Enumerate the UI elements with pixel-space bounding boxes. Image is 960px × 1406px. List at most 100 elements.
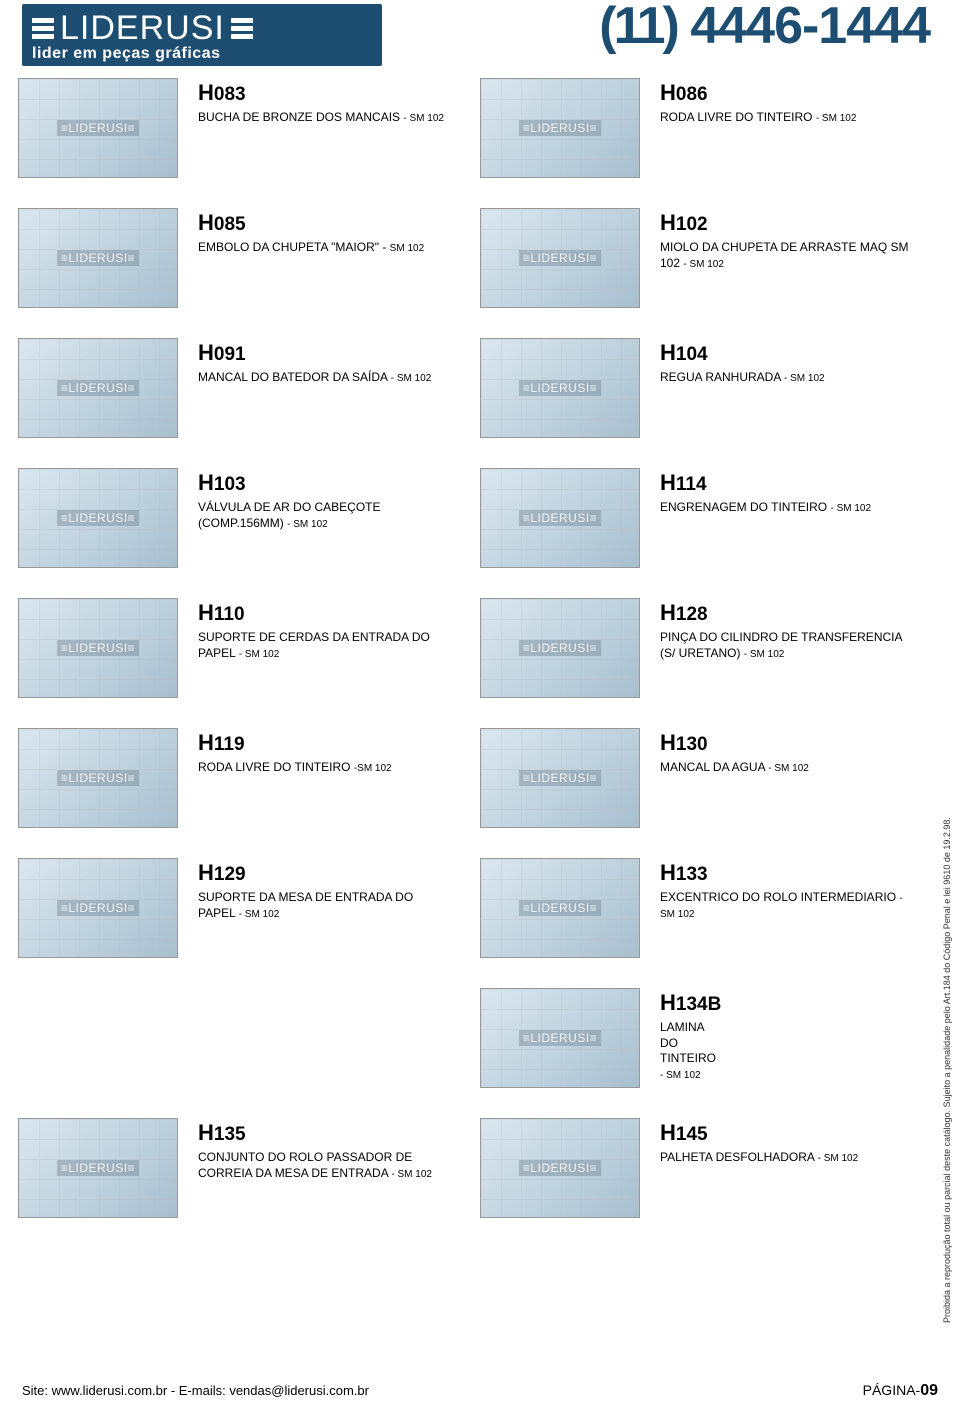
catalog-cell: ≡LIDERUSI≡ H110SUPORTE DE CERDAS DA ENTRA… [18,598,480,698]
catalog-row: ≡LIDERUSI≡H135CONJUNTO DO ROLO PASSADOR … [18,1118,942,1238]
catalog-cell: ≡LIDERUSI≡ H134BLAMINA DO TINTEIRO - SM 1… [480,988,721,1088]
brand-logo: LIDERUSI lider em peças gráficas [22,4,382,66]
watermark-text: ≡LIDERUSI≡ [57,1160,139,1176]
watermark-text: ≡LIDERUSI≡ [57,770,139,786]
product-code: H086 [660,80,856,106]
product-description: BUCHA DE BRONZE DOS MANCAIS - SM 102 [198,110,444,126]
catalog-row: ≡LIDERUSI≡ H091MANCAL DO BATEDOR DA SAÍDA… [18,338,942,458]
watermark-text: ≡LIDERUSI≡ [519,250,601,266]
catalog-cell: ≡LIDERUSI≡ H133 EXCENTRICO DO ROLO INTERME… [480,858,942,958]
product-thumbnail: ≡LIDERUSI≡ [480,338,640,438]
product-thumbnail: ≡LIDERUSI≡ [480,988,640,1088]
catalog-row: ≡LIDERUSI≡H129SUPORTE DA MESA DE ENTRADA… [18,858,942,978]
product-thumbnail: ≡LIDERUSI≡ [480,468,640,568]
watermark-text: ≡LIDERUSI≡ [519,900,601,916]
product-code: H110 [198,600,448,626]
logo-bars-icon [32,18,54,39]
product-info: H134BLAMINA DO TINTEIRO - SM 102 [640,988,721,1082]
copyright-notice: Proibida a reprodução total ou parcial d… [942,810,956,1330]
watermark-text: ≡LIDERUSI≡ [519,380,601,396]
watermark-text: ≡LIDERUSI≡ [519,770,601,786]
catalog-cell: ≡LIDERUSI≡ H145 PALHETA DESFOLHADORA - SM … [480,1118,942,1218]
product-code: H128 [660,600,910,626]
product-description: MANCAL DO BATEDOR DA SAÍDA - SM 102 [198,370,431,386]
catalog-cell: ≡LIDERUSI≡ H102MIOLO DA CHUPETA DE ARRAST… [480,208,942,308]
catalog-row: ≡LIDERUSI≡ H110SUPORTE DE CERDAS DA ENTRA… [18,598,942,718]
product-thumbnail: ≡LIDERUSI≡ [18,1118,178,1218]
product-code: H104 [660,340,825,366]
catalog-cell: ≡LIDERUSI≡ H119 RODA LIVRE DO TINTEIRO -SM… [18,728,480,828]
watermark-text: ≡LIDERUSI≡ [57,640,139,656]
watermark-text: ≡LIDERUSI≡ [57,250,139,266]
product-info: H102MIOLO DA CHUPETA DE ARRASTE MAQ SM 1… [640,208,910,271]
product-info: H129SUPORTE DA MESA DE ENTRADA DO PAPEL … [178,858,448,921]
product-description: PALHETA DESFOLHADORA - SM 102 [660,1150,858,1166]
product-info: H114ENGRENAGEM DO TINTEIRO - SM 102 [640,468,871,516]
product-thumbnail: ≡LIDERUSI≡ [480,208,640,308]
product-thumbnail: ≡LIDERUSI≡ [18,728,178,828]
catalog-row: ≡LIDERUSI≡ H085EMBOLO DA CHUPETA "MAIOR" … [18,208,942,328]
product-info: H130MANCAL DA AGUA - SM 102 [640,728,809,776]
product-description: PINÇA DO CILINDRO DE TRANSFERENCIA (S/ U… [660,630,910,661]
product-thumbnail: ≡LIDERUSI≡ [480,858,640,958]
catalog-row: ≡LIDERUSI≡ H103VÁLVULA DE AR DO CABEÇOTE … [18,468,942,588]
watermark-text: ≡LIDERUSI≡ [519,1030,601,1046]
catalog-cell: ≡LIDERUSI≡H129SUPORTE DA MESA DE ENTRADA… [18,858,480,958]
product-info: H133 EXCENTRICO DO ROLO INTERMEDIARIO - S… [640,858,910,921]
product-thumbnail: ≡LIDERUSI≡ [18,858,178,958]
product-code: H134B [660,990,721,1016]
product-info: H085EMBOLO DA CHUPETA "MAIOR" - SM 102 [178,208,424,256]
product-description: REGUA RANHURADA - SM 102 [660,370,825,386]
product-info: H091MANCAL DO BATEDOR DA SAÍDA - SM 102 [178,338,431,386]
watermark-text: ≡LIDERUSI≡ [519,640,601,656]
product-description: RODA LIVRE DO TINTEIRO - SM 102 [660,110,856,126]
product-thumbnail: ≡LIDERUSI≡ [18,338,178,438]
product-thumbnail: ≡LIDERUSI≡ [480,78,640,178]
catalog-cell: ≡LIDERUSI≡ H103VÁLVULA DE AR DO CABEÇOTE … [18,468,480,568]
catalog-cell: ≡LIDERUSI≡ H086 RODA LIVRE DO TINTEIRO - S… [480,78,942,178]
product-code: H129 [198,860,448,886]
catalog-cell: ≡LIDERUSI≡ H104 REGUA RANHURADA - SM 102 [480,338,942,438]
product-info: H083 BUCHA DE BRONZE DOS MANCAIS - SM 102 [178,78,444,126]
product-code: H133 [660,860,910,886]
phone-number: (11) 4446-1444 [599,0,930,56]
catalog-row: ≡LIDERUSI≡ H134BLAMINA DO TINTEIRO - SM 1… [18,988,942,1108]
watermark-text: ≡LIDERUSI≡ [57,510,139,526]
page-header: LIDERUSI lider em peças gráficas (11) 44… [0,0,960,70]
product-thumbnail: ≡LIDERUSI≡ [480,598,640,698]
watermark-text: ≡LIDERUSI≡ [57,380,139,396]
product-description: RODA LIVRE DO TINTEIRO -SM 102 [198,760,392,776]
catalog-row: ≡LIDERUSI≡ H119 RODA LIVRE DO TINTEIRO -SM… [18,728,942,848]
product-description: MIOLO DA CHUPETA DE ARRASTE MAQ SM 102 -… [660,240,910,271]
product-info: H145 PALHETA DESFOLHADORA - SM 102 [640,1118,858,1166]
catalog-cell: ≡LIDERUSI≡ H083 BUCHA DE BRONZE DOS MANCAI… [18,78,480,178]
product-code: H145 [660,1120,858,1146]
product-thumbnail: ≡LIDERUSI≡ [18,78,178,178]
product-code: H083 [198,80,444,106]
product-code: H085 [198,210,424,236]
product-thumbnail: ≡LIDERUSI≡ [18,598,178,698]
product-info: H128 PINÇA DO CILINDRO DE TRANSFERENCIA (… [640,598,910,661]
product-thumbnail: ≡LIDERUSI≡ [480,728,640,828]
logo-text: LIDERUSI [60,11,225,45]
product-description: EXCENTRICO DO ROLO INTERMEDIARIO - SM 10… [660,890,910,921]
product-code: H130 [660,730,809,756]
product-thumbnail: ≡LIDERUSI≡ [18,468,178,568]
page-footer: Site: www.liderusi.com.br - E-mails: ven… [22,1382,938,1400]
logo-bars-icon [231,18,253,39]
watermark-text: ≡LIDERUSI≡ [57,120,139,136]
footer-contact: Site: www.liderusi.com.br - E-mails: ven… [22,1383,369,1398]
product-description: CONJUNTO DO ROLO PASSADOR DE CORREIA DA … [198,1150,448,1181]
catalog-cell: ≡LIDERUSI≡ H091MANCAL DO BATEDOR DA SAÍDA… [18,338,480,438]
watermark-text: ≡LIDERUSI≡ [519,1160,601,1176]
product-info: H110SUPORTE DE CERDAS DA ENTRADA DO PAPE… [178,598,448,661]
watermark-text: ≡LIDERUSI≡ [519,510,601,526]
catalog-row: ≡LIDERUSI≡ H083 BUCHA DE BRONZE DOS MANCAI… [18,78,942,198]
product-code: H119 [198,730,392,756]
product-info: H103VÁLVULA DE AR DO CABEÇOTE (COMP.156M… [178,468,448,531]
product-info: H119 RODA LIVRE DO TINTEIRO -SM 102 [178,728,392,776]
catalog-cell: ≡LIDERUSI≡ H085EMBOLO DA CHUPETA "MAIOR" … [18,208,480,308]
catalog-cell: ≡LIDERUSI≡H135CONJUNTO DO ROLO PASSADOR … [18,1118,480,1218]
catalog-cell: ≡LIDERUSI≡ H128 PINÇA DO CILINDRO DE TRANS… [480,598,942,698]
product-thumbnail: ≡LIDERUSI≡ [18,208,178,308]
